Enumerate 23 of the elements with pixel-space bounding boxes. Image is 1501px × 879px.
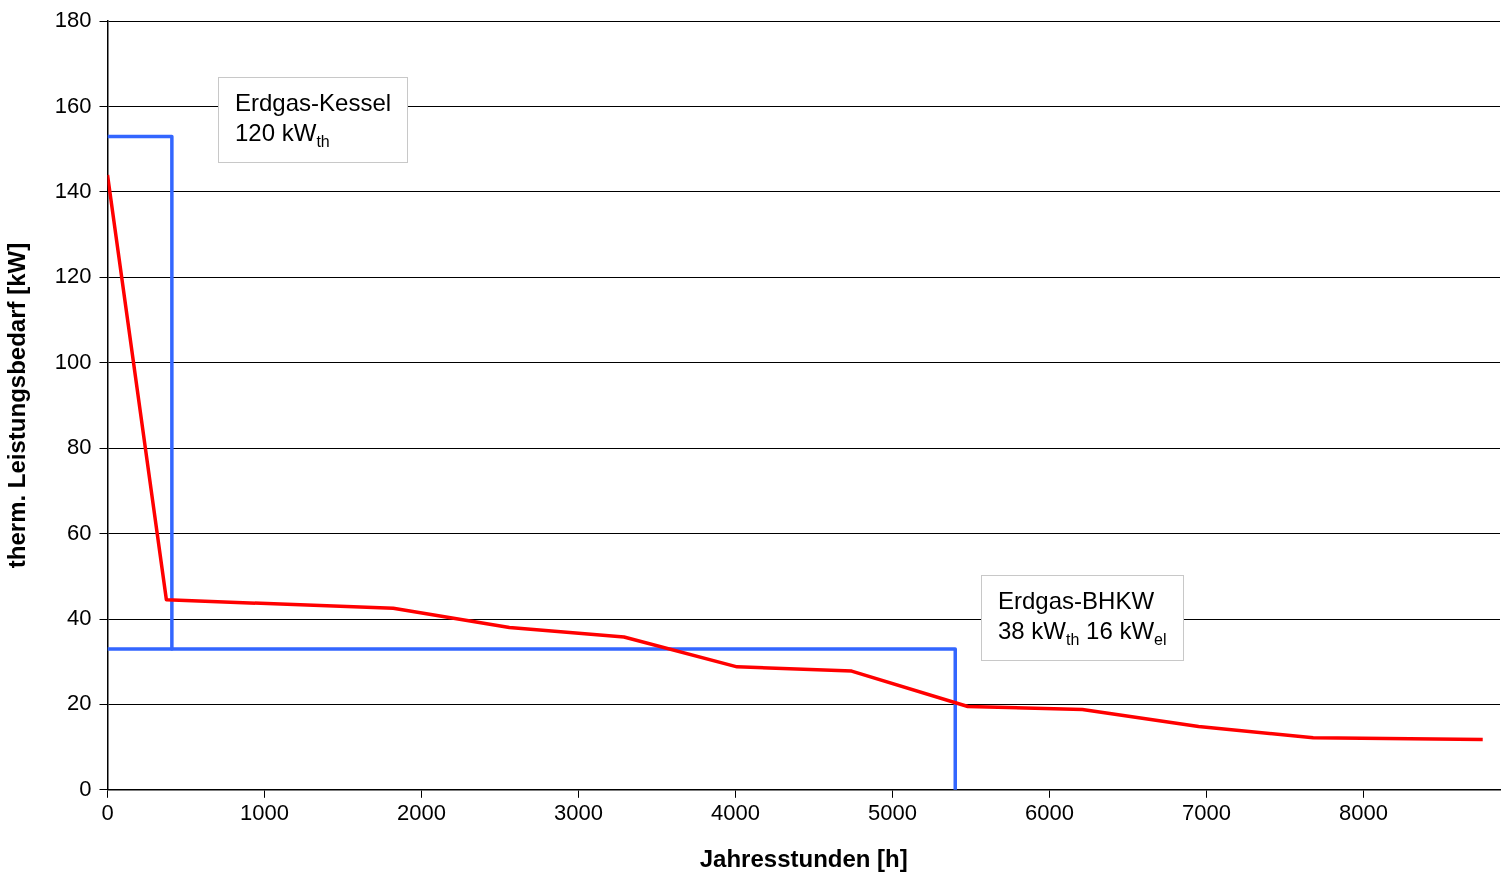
y-tick-label: 0	[79, 775, 92, 801]
y-tick-label: 140	[54, 178, 92, 204]
x-tick-label: 1000	[240, 800, 289, 826]
y-tick-label: 100	[54, 348, 92, 374]
y-tick-label: 60	[67, 519, 92, 545]
x-tick-label: 0	[101, 800, 114, 826]
annotation: Erdgas-BHKW 38 kW$_{th}$ 16 kW$_{el}$	[981, 575, 1184, 661]
y-tick-label: 180	[54, 7, 92, 33]
x-tick-label: 5000	[867, 800, 917, 826]
x-axis-title: Jahresstunden [h]	[699, 845, 908, 873]
x-tick-label: 4000	[710, 800, 760, 826]
y-axis-title: therm. Leistungsbedarf [kW]	[3, 242, 31, 569]
y-tick-label: 80	[67, 434, 92, 460]
x-tick-label: 3000	[554, 800, 603, 826]
y-tick-label: 40	[67, 605, 92, 631]
y-tick-label: 20	[67, 690, 92, 716]
x-tick-label: 8000	[1338, 800, 1388, 826]
y-tick-label: 160	[54, 92, 92, 118]
annotation: Erdgas-Kessel 120 kW$_{th}$	[218, 77, 409, 163]
y-tick-label: 120	[54, 263, 92, 289]
x-tick-label: 6000	[1024, 800, 1074, 826]
x-tick-label: 2000	[397, 800, 446, 826]
x-tick-label: 7000	[1181, 800, 1231, 826]
